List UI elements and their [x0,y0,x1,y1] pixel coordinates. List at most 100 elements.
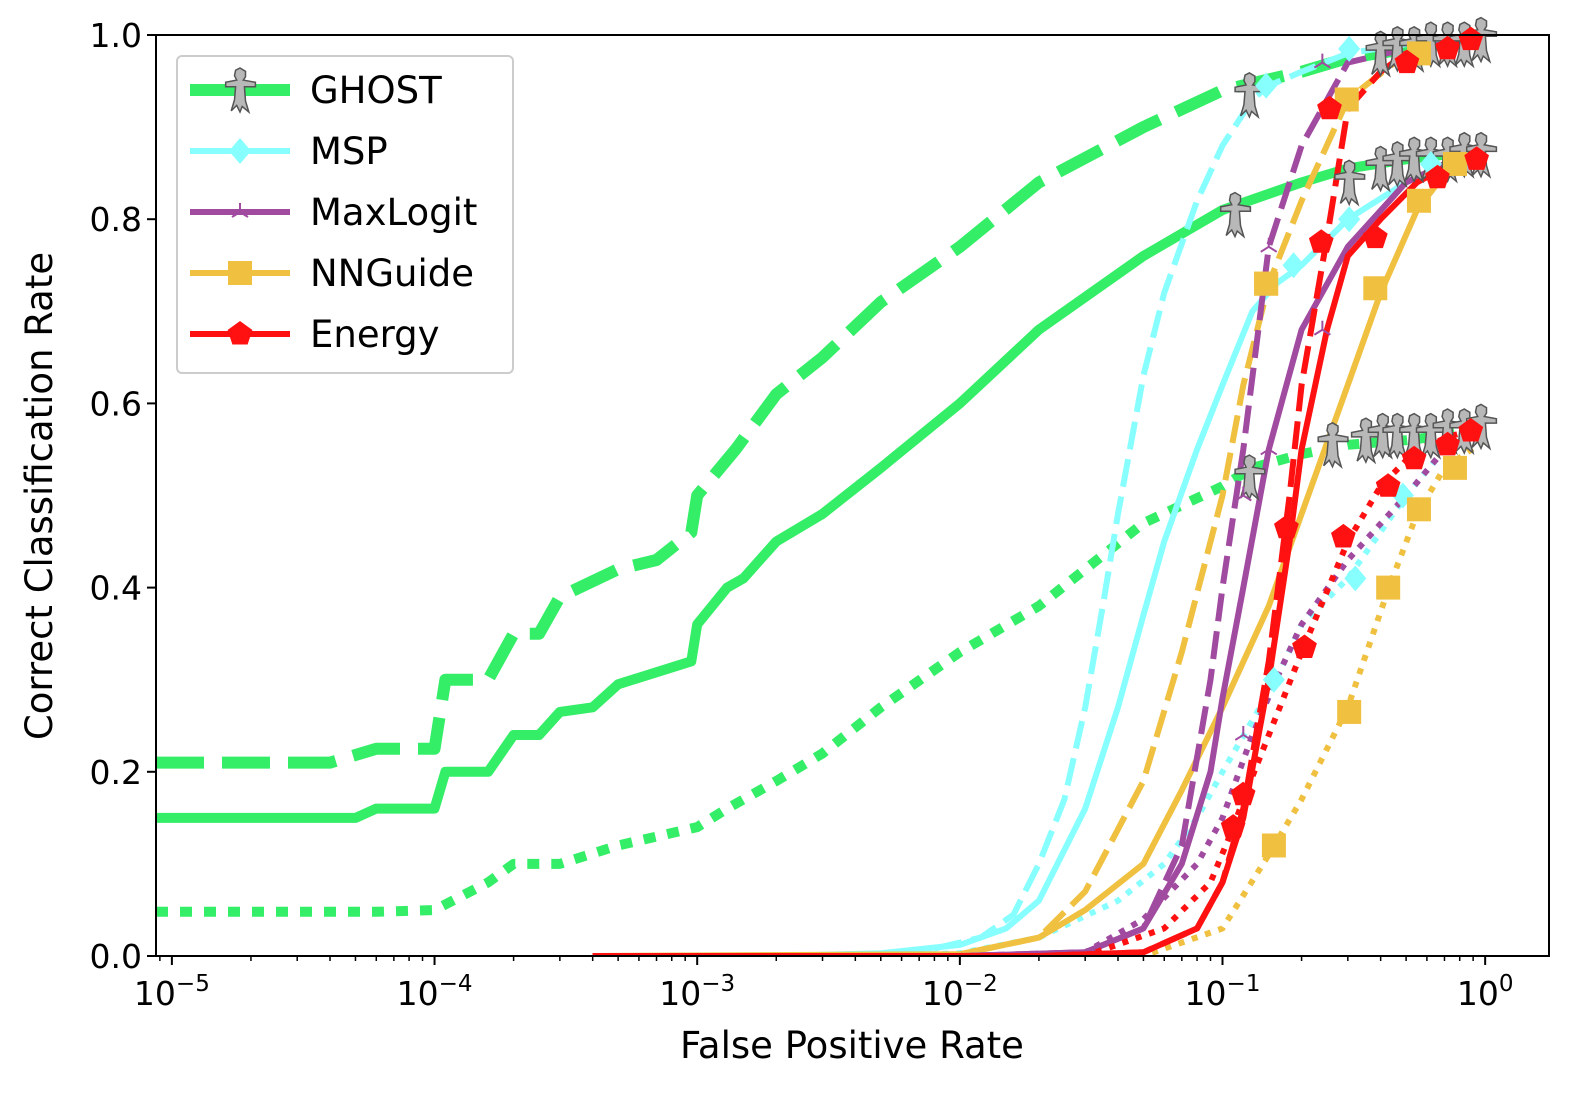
marker-energy-pentagon [1401,445,1427,470]
marker-msp-diamond [1262,666,1285,693]
x-tick-base: 10 [134,974,176,1013]
marker-nnguide-square [1337,699,1362,724]
legend-label: MaxLogit [310,191,477,234]
tri-marker-arm [1242,494,1252,502]
legend-marker-ghost [224,67,257,115]
x-tick-exponent: −5 [176,971,210,997]
marker-nnguide-square [1261,833,1286,858]
series-line-maxlogit-solid [592,151,1486,956]
tri-marker-arm [1242,734,1252,741]
series-line-ghost-dashed [156,35,1486,769]
marker-energy-pentagon [1458,26,1484,51]
marker-maxlogit-tri [1260,440,1278,456]
tri-marker-arm [1313,328,1323,336]
legend-entry-maxlogit: MaxLogit [190,191,477,234]
marker-energy-pentagon [1220,814,1246,838]
marker-ghost-ghost [1334,159,1366,207]
marker-maxlogit-tri [1234,725,1252,741]
marker-msp-diamond [1338,206,1361,233]
x-tick-base: 10 [922,974,964,1013]
marker-energy-pentagon [1458,418,1484,442]
marker-energy-pentagon [1331,523,1356,548]
y-axis-label: Correct Classification Rate [18,252,61,740]
marker-energy-pentagon [1425,164,1450,189]
x-tick-exponent: −2 [964,971,998,997]
tri-marker-arm [1260,448,1270,456]
legend-frame [176,55,514,374]
tri-marker-arm [1268,448,1278,456]
legend: GHOST MSP MaxLogit NNGuide Energy [176,55,514,374]
x-tick-base: 10 [1457,974,1499,1013]
marker-energy-pentagon [1230,781,1256,806]
y-tick-label: 0.6 [90,384,142,423]
marker-ghost-ghost [1219,191,1252,239]
x-tick-label: 10−3 [659,971,735,1013]
marker-nnguide-square [1406,497,1431,522]
legend-entry-nnguide: NNGuide [190,252,474,295]
marker-energy-pentagon [1464,146,1489,170]
legend-marker-square [228,261,252,285]
tri-marker-arm [1234,734,1244,741]
marker-nnguide-square [1363,276,1388,301]
legend-label: NNGuide [310,252,474,295]
marker-maxlogit-tri [1234,486,1252,502]
series-line-ghost-solid [156,149,1486,823]
marker-energy-pentagon [1274,514,1299,539]
y-tick-label: 1.0 [90,16,142,55]
series-line-energy-solid [592,151,1487,956]
tri-marker-arm [239,211,249,218]
tri-marker-arm [1313,61,1323,69]
marker-energy-pentagon [1317,95,1342,120]
x-axis-label: False Positive Rate [680,1024,1024,1067]
marker-energy-pentagon [1435,35,1460,60]
legend-label: Energy [310,313,440,356]
series-layer [156,35,1487,956]
tri-marker-arm [1260,245,1270,253]
marker-energy-pentagon [1362,224,1388,249]
x-tick-exponent: −1 [1227,971,1261,997]
x-tick-label: 10−5 [134,971,210,1013]
tri-marker-arm [1234,494,1244,502]
x-tick-label: 10−1 [1185,971,1261,1013]
marker-nnguide-square [1376,575,1401,600]
marker-nnguide-square [1442,455,1467,480]
marker-energy-pentagon [1394,49,1420,74]
y-axis: 0.0 0.2 0.4 0.6 0.8 1.0 [90,16,156,976]
x-axis: 10−5 10−4 10−3 10−2 10−1 100 [134,956,1514,1013]
plot-frame [155,34,1550,957]
y-tick-label: 0.8 [90,200,142,239]
x-tick-label: 10−2 [922,971,998,1013]
marker-energy-pentagon [1292,634,1317,658]
x-tick-exponent: −3 [701,971,735,997]
tri-marker-arm [1321,61,1331,69]
tri-marker-arm [231,211,241,218]
marker-nnguide-square [1254,271,1279,296]
marker-layer [1219,16,1498,858]
y-tick-label: 0.2 [90,753,142,792]
marker-msp-diamond [1255,72,1278,99]
marker-nnguide-square [1406,188,1431,213]
legend-label: GHOST [310,69,442,112]
legend-marker-diamond [228,138,252,164]
tri-marker-arm [1268,245,1278,253]
x-tick-label: 100 [1457,971,1514,1013]
x-tick-label: 10−4 [397,971,473,1013]
legend-marker-pentagon [227,321,253,345]
marker-maxlogit-tri [1260,237,1278,253]
x-tick-base: 10 [397,974,439,1013]
marker-msp-diamond [1344,565,1367,592]
x-tick-exponent: −4 [439,971,473,997]
marker-energy-pentagon [1435,431,1460,456]
marker-maxlogit-tri [1313,320,1331,336]
tri-marker-arm [1321,328,1331,336]
marker-msp-diamond [1282,252,1305,279]
legend-marker-tri [231,203,249,218]
series-line-nnguide-dotted [592,437,1487,956]
x-tick-base: 10 [659,974,701,1013]
marker-maxlogit-tri [1313,53,1331,69]
marker-energy-pentagon [1308,229,1334,253]
legend-entry-energy: Energy [190,313,440,356]
legend-entry-ghost: GHOST [190,67,442,115]
y-tick-label: 0.4 [90,569,142,608]
